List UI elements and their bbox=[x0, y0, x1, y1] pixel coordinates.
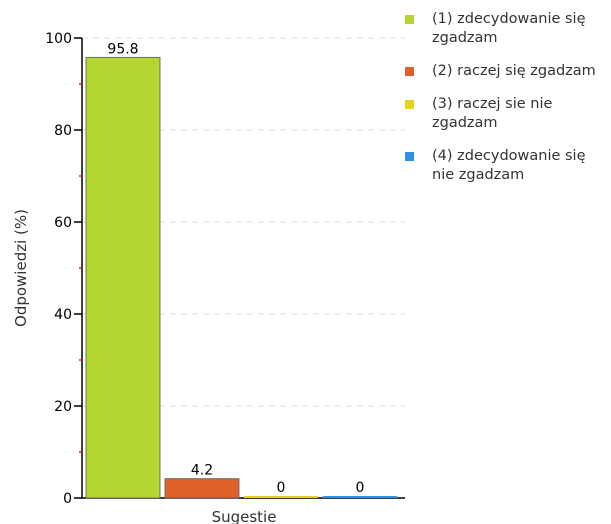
y-tick-label: 40 bbox=[54, 307, 72, 323]
gridlines bbox=[82, 37, 405, 407]
legend-item: (1) zdecydowanie się zgadzam bbox=[400, 10, 611, 48]
y-tick-label: 0 bbox=[63, 491, 72, 507]
data-label: 4.2 bbox=[191, 463, 213, 479]
legend-label: (1) zdecydowanie się zgadzam bbox=[432, 11, 586, 46]
legend-swatch bbox=[405, 67, 414, 76]
data-label: 0 bbox=[277, 480, 286, 496]
y-tick-labels: 0 20 40 60 80 100 bbox=[45, 31, 72, 507]
data-label: 95.8 bbox=[107, 41, 138, 57]
legend-item: (4) zdecydowanie się nie zgadzam bbox=[400, 147, 611, 185]
y-tick-label: 60 bbox=[54, 215, 72, 231]
bar bbox=[244, 496, 318, 498]
legend-swatch bbox=[405, 100, 414, 109]
data-labels: 95.8 4.2 0 0 bbox=[107, 41, 364, 496]
data-label: 0 bbox=[356, 480, 365, 496]
y-axis-title: Odpowiedzi (%) bbox=[12, 209, 30, 327]
legend-label: (3) raczej sie nie zgadzam bbox=[432, 96, 553, 131]
y-tick-label: 100 bbox=[45, 31, 72, 47]
legend-swatch bbox=[405, 15, 414, 24]
legend-item: (3) raczej sie nie zgadzam bbox=[400, 95, 611, 133]
legend-label: (2) raczej się zgadzam bbox=[432, 63, 596, 79]
legend-swatch bbox=[405, 152, 414, 161]
legend: (1) zdecydowanie się zgadzam (2) raczej … bbox=[400, 10, 611, 199]
bar bbox=[85, 56, 161, 499]
y-tick-label: 80 bbox=[54, 123, 72, 139]
bar bbox=[323, 496, 397, 498]
legend-label: (4) zdecydowanie się nie zgadzam bbox=[432, 148, 586, 183]
bars bbox=[85, 56, 397, 499]
x-axis-title: Sugestie bbox=[212, 508, 277, 524]
legend-item: (2) raczej się zgadzam bbox=[400, 62, 611, 81]
bar bbox=[164, 478, 240, 499]
y-tick-label: 20 bbox=[54, 399, 72, 415]
